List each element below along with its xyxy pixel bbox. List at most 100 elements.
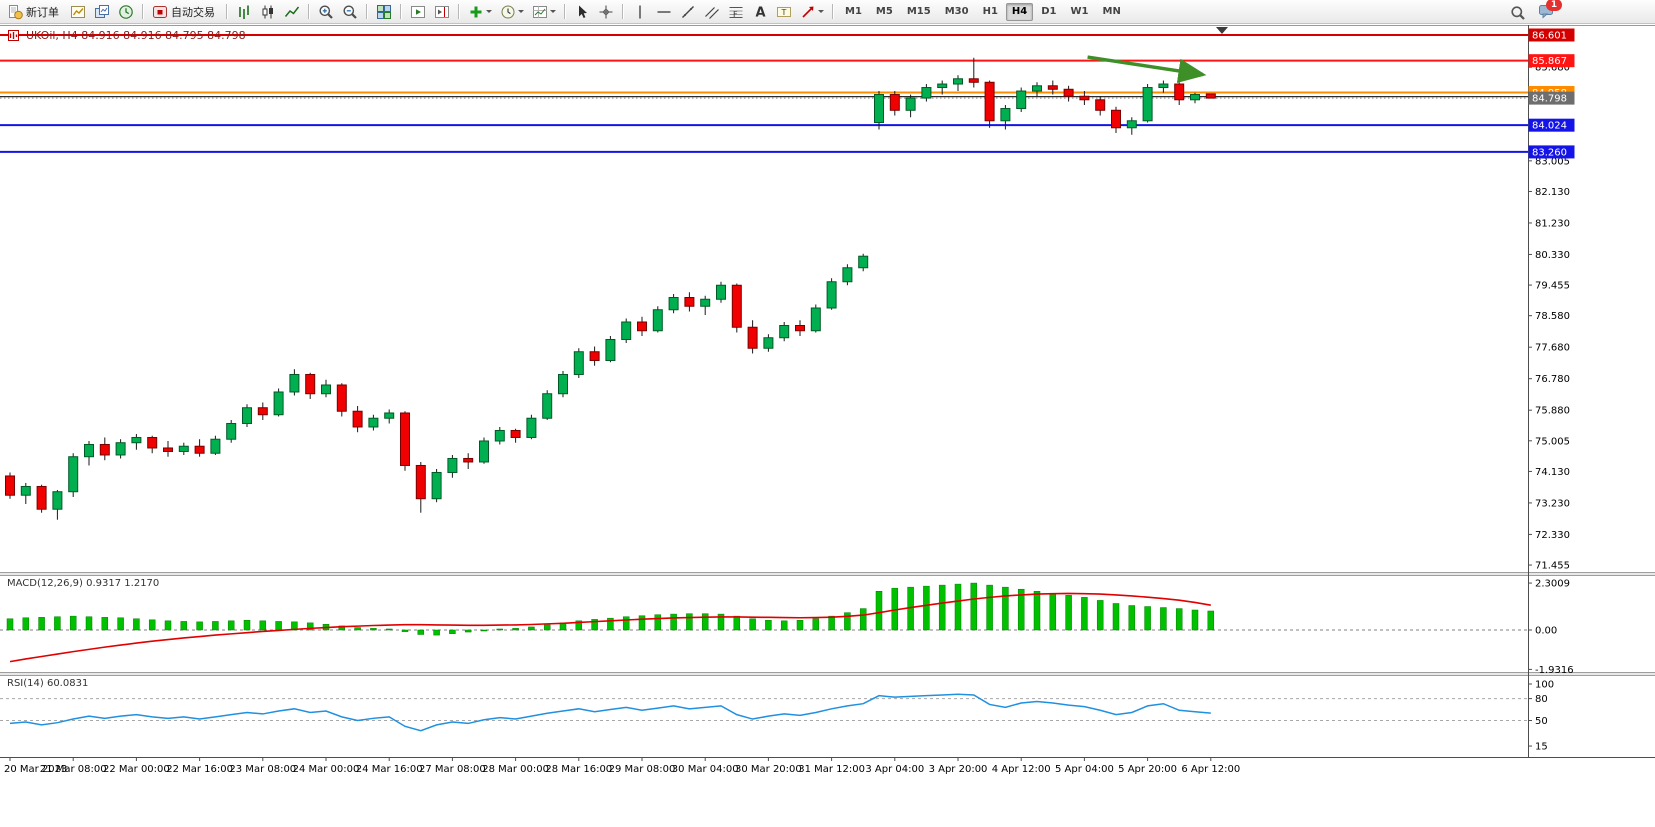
price-tick-label: 78.580 xyxy=(1535,311,1570,322)
time-axis-label: 28 Mar 16:00 xyxy=(545,764,612,775)
time-axis-label: 6 Apr 12:00 xyxy=(1181,764,1240,775)
channel-button[interactable] xyxy=(701,1,723,23)
candlestick-chart-icon xyxy=(260,4,276,20)
rsi-axis-label: 100 xyxy=(1535,680,1554,691)
timeframe-m5-button[interactable]: M5 xyxy=(875,5,893,17)
horizontal-line-button[interactable] xyxy=(653,1,675,23)
auto-scroll-button[interactable] xyxy=(407,1,429,23)
panel-splitter[interactable] xyxy=(0,672,1655,676)
chart-background xyxy=(0,25,1655,827)
text-label-button[interactable]: T xyxy=(773,1,795,23)
time-axis-label: 30 Mar 04:00 xyxy=(672,764,739,775)
profiles-button[interactable] xyxy=(91,1,113,23)
price-badge-label: 83.260 xyxy=(1532,147,1567,158)
time-axis-label: 30 Mar 20:00 xyxy=(735,764,802,775)
time-axis-label: 22 Mar 00:00 xyxy=(103,764,170,775)
timeframe-d1-button[interactable]: D1 xyxy=(1041,5,1057,17)
toolbar-separator xyxy=(142,4,144,19)
trendline-button[interactable] xyxy=(677,1,699,23)
new-order-button-label: 新订单 xyxy=(26,5,59,19)
zoom-out-button[interactable] xyxy=(339,1,361,23)
timeframe-m15-button[interactable]: M15 xyxy=(906,5,931,17)
rsi-panel[interactable] xyxy=(0,693,1528,732)
notification-badge: 1 xyxy=(1546,0,1562,11)
price-chart-panel[interactable] xyxy=(0,34,1528,520)
new-chart-button[interactable] xyxy=(67,1,89,23)
rsi-axis-label: 50 xyxy=(1535,716,1548,727)
chart-window-icon xyxy=(5,27,21,43)
time-axis-label: 4 Apr 12:00 xyxy=(992,764,1051,775)
macd-panel[interactable] xyxy=(0,582,1528,663)
price-badge xyxy=(1528,28,1575,42)
timeframe-h1-button[interactable]: H1 xyxy=(982,5,998,17)
new-order-button[interactable]: 新订单 xyxy=(4,1,65,23)
current-price-badge-label: 84.798 xyxy=(1532,94,1567,105)
zoom-in-button[interactable] xyxy=(315,1,337,23)
indicators-button[interactable] xyxy=(465,1,495,23)
chart-shift-button[interactable] xyxy=(431,1,453,23)
period-icon xyxy=(500,4,516,20)
trend-arrow[interactable] xyxy=(1087,55,1207,84)
search-icon[interactable] xyxy=(1510,5,1526,21)
market-watch-button[interactable] xyxy=(115,1,137,23)
trendline-icon xyxy=(680,4,696,20)
profiles-icon xyxy=(94,4,110,20)
timeframe-h4-button[interactable]: H4 xyxy=(1005,2,1034,21)
dropdown-caret-icon xyxy=(486,10,492,13)
macd-axis-label: -1.9316 xyxy=(1535,665,1574,676)
timeframe-w1-button[interactable]: W1 xyxy=(1070,5,1089,17)
price-tick-label: 77.680 xyxy=(1535,343,1570,354)
line-chart-button[interactable] xyxy=(281,1,303,23)
chat-button[interactable]: 1 xyxy=(1538,0,1562,23)
time-axis-label: 29 Mar 08:00 xyxy=(609,764,676,775)
line-chart-icon xyxy=(284,4,300,20)
time-axis-label: 3 Apr 04:00 xyxy=(865,764,924,775)
current-price-badge xyxy=(1528,91,1575,105)
price-tick-label: 73.230 xyxy=(1535,498,1570,509)
price-axis[interactable]: 85.680 83.005 82.130 81.230 80.330 79.455 78.5… xyxy=(1528,25,1575,757)
fibonacci-button[interactable]: F xyxy=(725,1,747,23)
price-tick-label: 71.455 xyxy=(1535,561,1570,572)
timeframe-m1-button[interactable]: M1 xyxy=(845,5,862,17)
price-tick-label: 75.005 xyxy=(1535,436,1570,447)
time-axis-label: 3 Apr 20:00 xyxy=(929,764,988,775)
text-button[interactable]: A xyxy=(749,1,771,23)
chart-title-text: UKOil, H4 84.916 84.916 84.795 84.798 xyxy=(26,28,246,42)
time-axis-label: 27 Mar 08:00 xyxy=(419,764,486,775)
price-tick-label: 82.130 xyxy=(1535,187,1570,198)
time-axis-label: 5 Apr 20:00 xyxy=(1118,764,1177,775)
macd-axis-label: 0.00 xyxy=(1535,626,1557,637)
crosshair-icon xyxy=(598,4,614,20)
time-axis-label: 22 Mar 16:00 xyxy=(166,764,233,775)
cursor-button[interactable] xyxy=(571,1,593,23)
zoom-in-icon xyxy=(318,4,334,20)
toolbar-separator xyxy=(366,4,368,19)
autotrading-button[interactable]: 自动交易 xyxy=(149,1,221,23)
periods-button[interactable] xyxy=(497,1,527,23)
chart-shift-marker[interactable] xyxy=(1216,27,1228,34)
crosshair-button[interactable] xyxy=(595,1,617,23)
macd-label: MACD(12,26,9) 0.9317 1.2170 xyxy=(7,578,160,589)
templates-button[interactable] xyxy=(529,1,559,23)
macd-histogram xyxy=(6,582,1215,636)
arrow-tools-button[interactable] xyxy=(797,1,827,23)
candlestick-chart-button[interactable] xyxy=(257,1,279,23)
timeframe-mn-button[interactable]: MN xyxy=(1102,5,1121,17)
macd-signal-line xyxy=(9,592,1211,663)
panel-splitter[interactable] xyxy=(0,572,1655,576)
toolbar-separator xyxy=(308,4,310,19)
template-icon xyxy=(532,4,548,20)
cursor-icon xyxy=(574,4,590,20)
price-tick-label: 72.330 xyxy=(1535,530,1570,541)
toolbar-right-group: 1 xyxy=(1510,0,1562,23)
channel-icon xyxy=(704,4,720,20)
vertical-line-button[interactable] xyxy=(629,1,651,23)
price-tick-label: 85.680 xyxy=(1535,63,1570,74)
toolbar-separator xyxy=(564,4,566,19)
tile-windows-button[interactable] xyxy=(373,1,395,23)
timeframe-m30-button[interactable]: M30 xyxy=(944,5,969,17)
bar-chart-button[interactable] xyxy=(233,1,255,23)
